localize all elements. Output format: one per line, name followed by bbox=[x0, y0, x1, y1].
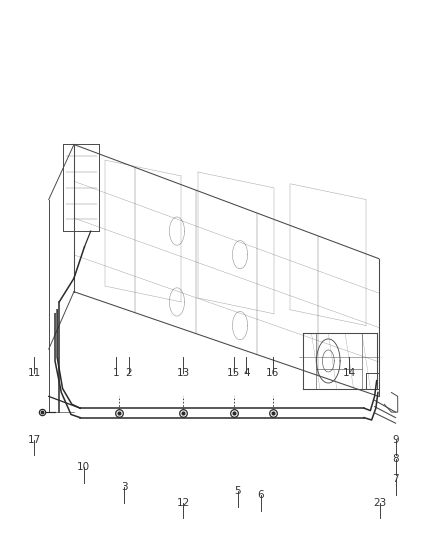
Text: 1: 1 bbox=[113, 368, 119, 378]
Text: 11: 11 bbox=[27, 368, 41, 378]
Text: 13: 13 bbox=[177, 368, 190, 378]
Text: 2: 2 bbox=[125, 368, 132, 378]
Text: 10: 10 bbox=[77, 462, 90, 472]
Text: 5: 5 bbox=[235, 486, 241, 496]
Text: 15: 15 bbox=[227, 368, 240, 378]
Text: 23: 23 bbox=[374, 498, 387, 507]
Text: 3: 3 bbox=[121, 482, 128, 492]
Text: 14: 14 bbox=[343, 368, 356, 378]
Text: 9: 9 bbox=[392, 435, 399, 445]
Text: 4: 4 bbox=[243, 368, 250, 378]
Text: 12: 12 bbox=[177, 498, 190, 507]
Text: 17: 17 bbox=[27, 435, 41, 445]
Text: 6: 6 bbox=[258, 490, 265, 500]
Text: 8: 8 bbox=[392, 454, 399, 464]
Text: 7: 7 bbox=[392, 474, 399, 484]
Text: 16: 16 bbox=[266, 368, 279, 378]
